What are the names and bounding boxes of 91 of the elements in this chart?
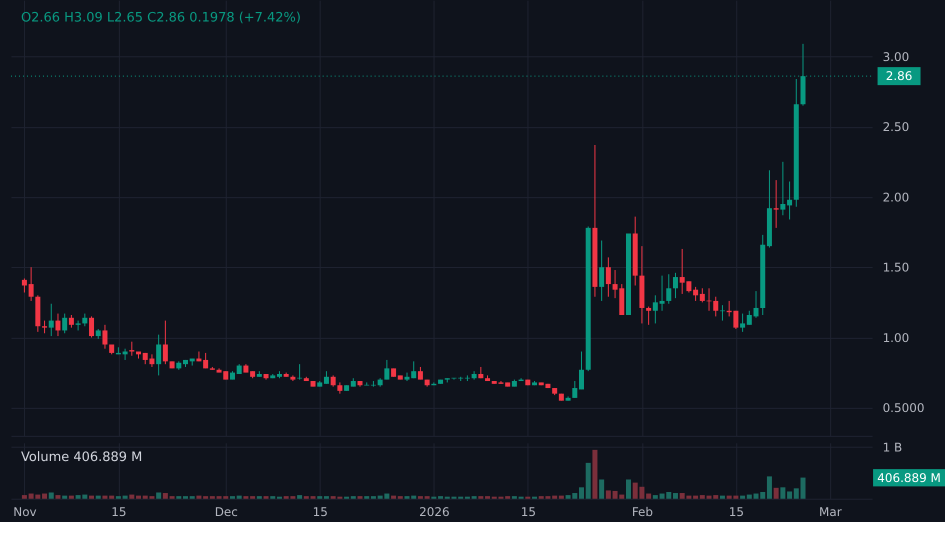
- bar: [726, 496, 732, 499]
- bar: [55, 495, 60, 499]
- text: 406.889 M: [877, 470, 941, 485]
- bar: [391, 496, 396, 499]
- x-tick-label: Dec: [214, 505, 238, 520]
- candlestick: [129, 341, 134, 356]
- bar: [264, 496, 269, 499]
- bar: [619, 494, 624, 499]
- bar: [358, 496, 363, 499]
- candlestick: [149, 354, 154, 368]
- bar: [720, 496, 725, 499]
- bar: [774, 488, 779, 499]
- candlestick: [740, 313, 746, 332]
- candlestick: [297, 364, 302, 380]
- candlestick: [82, 313, 88, 327]
- candlestick: [612, 270, 618, 299]
- bar: [740, 496, 746, 499]
- candlestick: [384, 359, 390, 380]
- x-tick-label: 2026: [419, 505, 450, 520]
- candlestick: [330, 374, 336, 388]
- bar: [82, 494, 88, 499]
- bar: [284, 496, 289, 499]
- bar: [76, 495, 81, 499]
- candlestick: [55, 313, 60, 337]
- bar: [626, 480, 631, 499]
- candlestick: [720, 304, 725, 322]
- candlestick: [680, 248, 685, 294]
- candlestick: [666, 274, 672, 304]
- bar: [558, 496, 564, 499]
- bar: [632, 482, 638, 499]
- candlestick: [156, 334, 162, 376]
- bar: [256, 496, 262, 499]
- bar: [398, 496, 403, 499]
- candlestick: [324, 370, 329, 384]
- y-tick-label: 3.00: [882, 50, 910, 64]
- bar: [48, 492, 54, 499]
- x-tick-label: 15: [520, 505, 536, 520]
- bar: [592, 450, 598, 499]
- y-tick-label: 1.00: [882, 330, 910, 345]
- x-tick-label: Feb: [632, 505, 654, 520]
- candlestick: [89, 316, 94, 338]
- bar: [733, 496, 738, 499]
- bar: [350, 496, 356, 499]
- bar: [62, 496, 68, 499]
- candlestick: [606, 256, 611, 298]
- bar: [599, 480, 604, 499]
- y-tick-label: 2.00: [882, 190, 910, 204]
- bar: [538, 496, 544, 499]
- x-tick-label: Mar: [819, 505, 842, 520]
- candlestick: [418, 366, 423, 380]
- bar: [324, 496, 329, 499]
- bar: [149, 496, 154, 499]
- y-tick-label: 1.50: [882, 260, 910, 275]
- bar: [317, 496, 322, 499]
- x-tick-label: Nov: [13, 505, 37, 520]
- ref-line-label: 2.86: [886, 69, 912, 84]
- bar: [223, 496, 228, 499]
- bar: [766, 476, 772, 499]
- candlestick: [68, 314, 74, 328]
- candlestick: [672, 272, 678, 299]
- bar: [290, 496, 296, 499]
- text: O2.66 H3.09 L2.65 C2.86 0.1978 (+7.42%): [20, 10, 301, 26]
- candlestick: [599, 240, 604, 302]
- candlestick: [102, 324, 108, 350]
- candlestick: [337, 382, 342, 394]
- candlestick: [96, 328, 101, 340]
- bar: [384, 494, 390, 499]
- candlestick: [42, 320, 48, 334]
- bar: [89, 496, 94, 499]
- y-tick-label: 2.50: [882, 120, 910, 134]
- y-tick-label: 1 B: [882, 440, 902, 454]
- bar: [330, 496, 336, 499]
- bar: [297, 495, 302, 499]
- candlestick: [162, 320, 168, 365]
- annotation: Volume 406.889 M: [20, 450, 142, 465]
- candlestick: [48, 303, 54, 337]
- candlestick: [646, 306, 652, 326]
- candlestick: [733, 310, 738, 330]
- candlestick: [76, 320, 81, 331]
- bar: [566, 495, 571, 499]
- candlestick: [62, 313, 68, 334]
- bar: [680, 493, 685, 499]
- x-tick-label: 15: [312, 505, 328, 520]
- x-tick-label: 15: [111, 505, 126, 520]
- y-tick-label: 0.5000: [882, 401, 924, 416]
- x-tick-label: 15: [728, 505, 744, 520]
- bar: [96, 496, 101, 499]
- bar: [364, 496, 370, 499]
- bar: [156, 492, 162, 499]
- bar: [68, 496, 74, 499]
- candlestick: [774, 180, 779, 228]
